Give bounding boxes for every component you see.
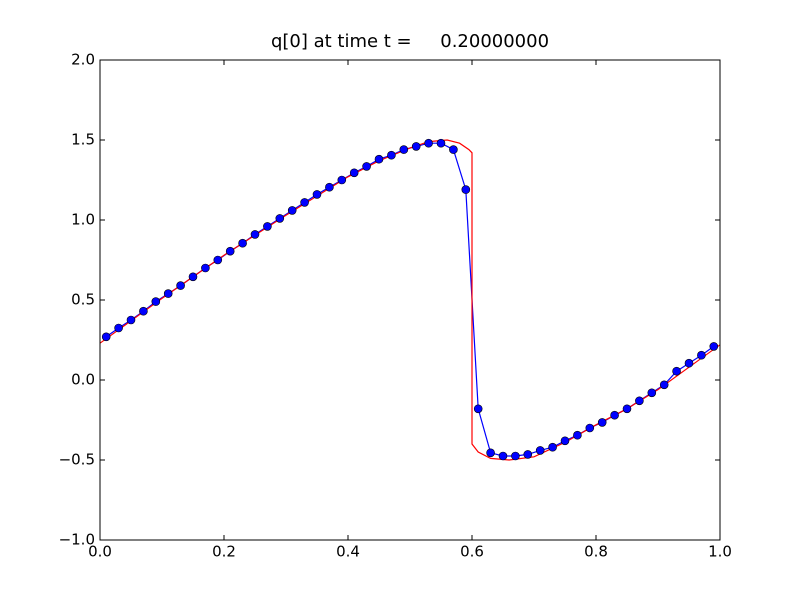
- y-tick-label: −1.0: [59, 531, 95, 549]
- data-point: [573, 430, 582, 440]
- data-point: [411, 142, 421, 151]
- data-point: [622, 404, 632, 414]
- y-tick-label: 2.0: [71, 51, 95, 69]
- data-point: [597, 418, 607, 427]
- data-point: [287, 206, 297, 215]
- data-point: [387, 150, 396, 160]
- data-point: [188, 272, 198, 282]
- data-point: [486, 448, 495, 458]
- data-point: [201, 263, 210, 273]
- data-point: [349, 168, 359, 178]
- data-point: [250, 230, 260, 239]
- chart-title: q[0] at time t = 0.20000000: [271, 31, 549, 52]
- data-point: [126, 315, 136, 325]
- data-point: [647, 388, 657, 398]
- plot-frame: [99, 59, 721, 541]
- data-point: [114, 323, 123, 333]
- y-tick-label: 0.0: [71, 371, 95, 389]
- data-point: [213, 255, 223, 265]
- data-point: [635, 396, 644, 406]
- data-point: [325, 182, 334, 192]
- data-point: [263, 222, 272, 231]
- data-point: [151, 297, 161, 306]
- x-tick-label: 1.0: [708, 543, 732, 561]
- y-tick-label: 0.5: [71, 291, 95, 309]
- data-point: [139, 306, 148, 316]
- data-point: [659, 380, 669, 390]
- data-point: [523, 450, 533, 459]
- data-point: [399, 145, 409, 154]
- data-point: [374, 154, 384, 164]
- x-tick-label: 0.2: [212, 543, 236, 561]
- data-point: [672, 366, 681, 376]
- data-point: [684, 358, 694, 368]
- x-tick-label: 0.4: [336, 543, 360, 561]
- data-point: [461, 185, 471, 194]
- data-point: [473, 404, 483, 414]
- data-point: [238, 238, 247, 248]
- data-point: [449, 145, 458, 154]
- data-point: [498, 451, 508, 461]
- x-tick-label: 0.6: [460, 543, 484, 561]
- data-point: [225, 246, 235, 256]
- data-point: [312, 190, 322, 199]
- data-point: [163, 289, 173, 298]
- data-point: [101, 332, 111, 342]
- data-point: [176, 281, 185, 290]
- data-point: [337, 175, 347, 185]
- y-tick-label: 1.0: [71, 211, 95, 229]
- data-point: [424, 138, 433, 148]
- x-tick-label: 0.8: [584, 543, 608, 561]
- data-point: [535, 446, 545, 455]
- data-point: [275, 214, 285, 223]
- data-point: [560, 436, 570, 446]
- y-tick-label: −0.5: [59, 451, 95, 469]
- data-point: [511, 451, 520, 461]
- data-point: [548, 442, 557, 452]
- data-point: [585, 423, 595, 433]
- data-point: [697, 350, 706, 360]
- x-tick-label: 0.0: [88, 543, 112, 561]
- data-point: [362, 162, 371, 171]
- y-tick-label: 1.5: [71, 131, 95, 149]
- data-point: [436, 138, 446, 148]
- data-point: [610, 410, 619, 420]
- data-point: [709, 342, 719, 351]
- data-point: [300, 198, 309, 207]
